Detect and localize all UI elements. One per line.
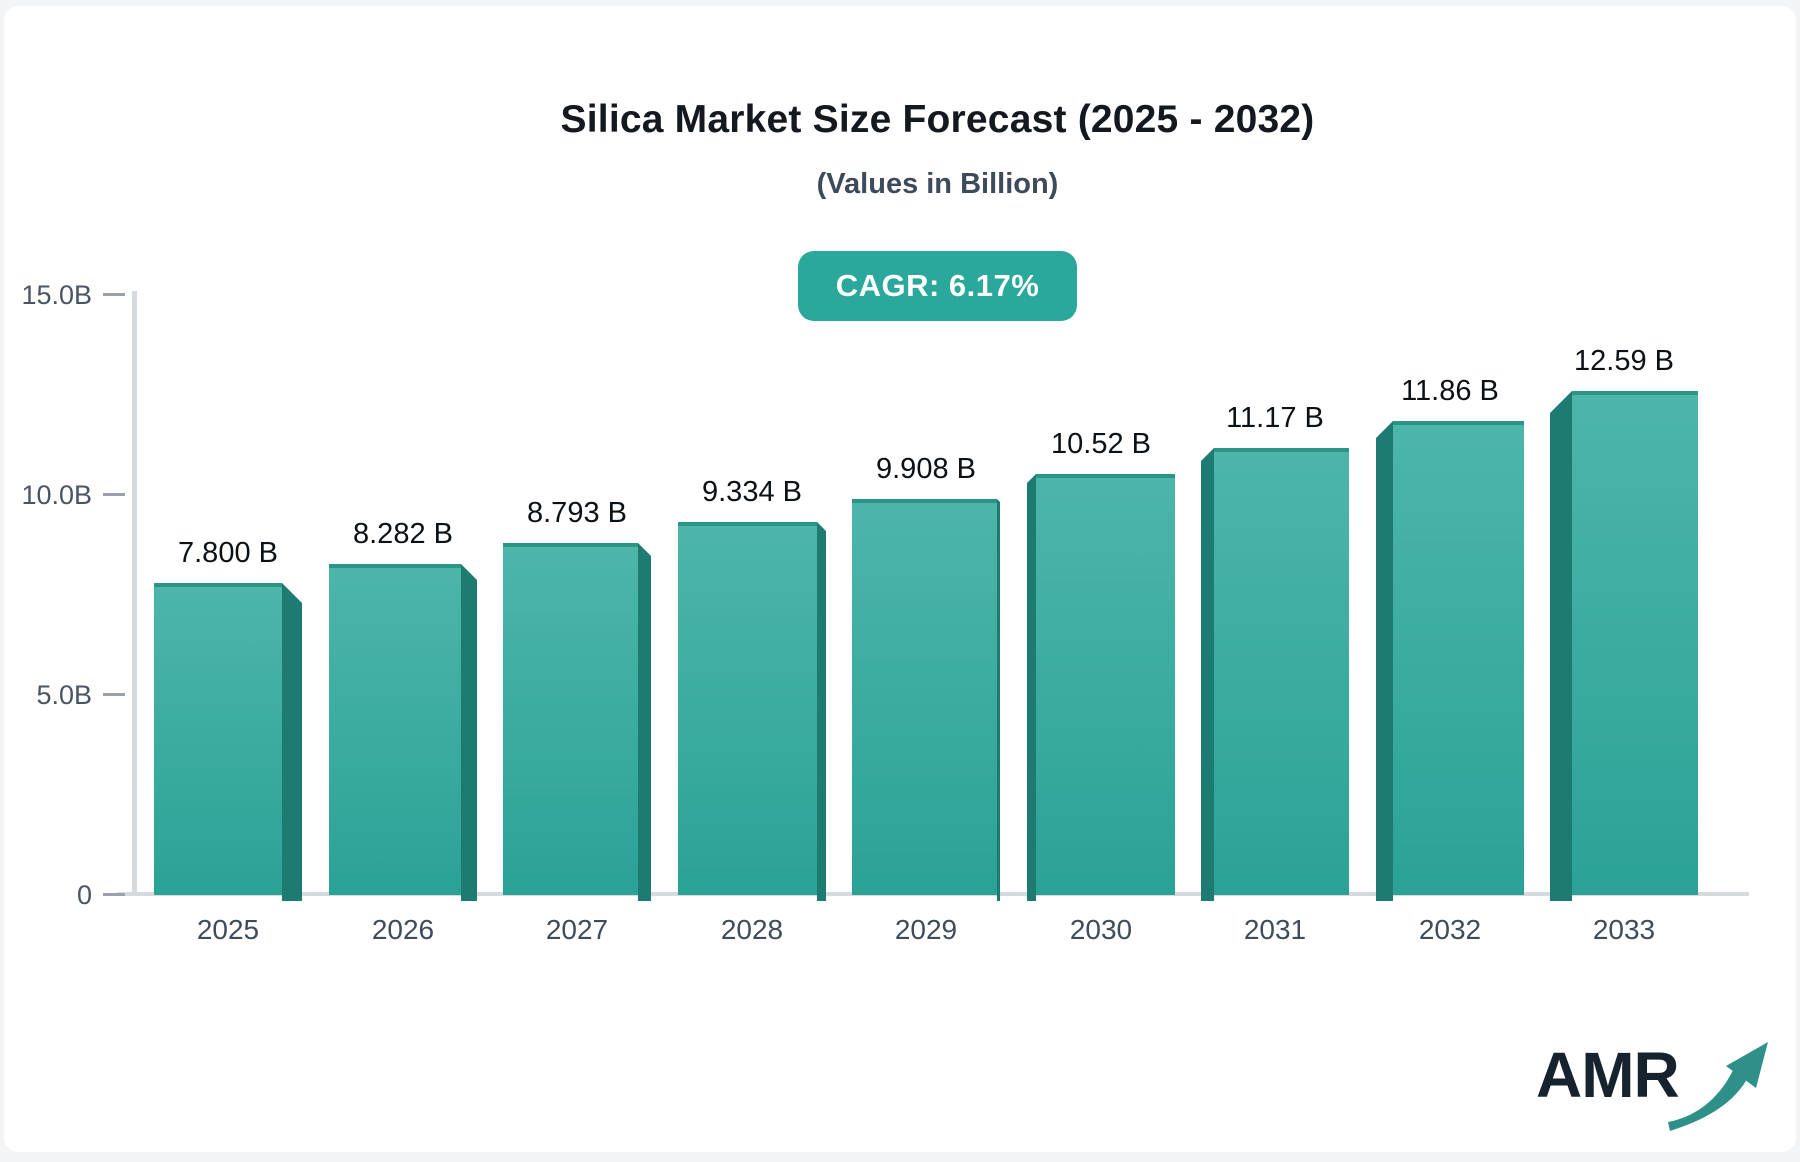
bar-side-face <box>1201 448 1214 901</box>
bar-side-face <box>1376 421 1393 901</box>
x-axis-label: 2033 <box>1592 914 1656 945</box>
bar <box>852 499 997 895</box>
bar <box>1393 421 1524 895</box>
y-axis-tick-label: 15.0B <box>21 280 92 310</box>
x-axis-label: 2030 <box>1069 914 1133 945</box>
bar-side-face <box>282 583 302 901</box>
bar <box>329 564 461 895</box>
bar <box>1214 448 1349 895</box>
x-axis-label: 2028 <box>720 914 784 945</box>
bar-value-label: 8.793 B <box>527 497 627 529</box>
chart-card: Silica Market Size Forecast (2025 - 2032… <box>4 6 1796 1152</box>
y-axis-tick-label: 0 <box>76 880 92 910</box>
chart-title: Silica Market Size Forecast (2025 - 2032… <box>560 98 1315 141</box>
x-axis-label: 2029 <box>894 914 958 945</box>
chart-subtitle: (Values in Billion) <box>816 168 1059 200</box>
cagr-badge: CAGR: 6.17% <box>797 251 1078 321</box>
bar-value-label: 9.334 B <box>702 476 802 508</box>
bar-value-label: 7.800 B <box>178 537 278 569</box>
amr-logo: AMR <box>1536 1038 1796 1138</box>
x-axis-label: 2032 <box>1418 914 1482 945</box>
y-axis-tick-label: 5.0B <box>36 680 92 710</box>
y-axis-line <box>132 291 137 895</box>
amr-logo-text: AMR <box>1536 1039 1680 1111</box>
y-axis-tick <box>103 493 125 496</box>
bar-value-label: 8.282 B <box>353 518 453 550</box>
x-axis-line <box>117 892 1749 896</box>
bar-side-face <box>1027 474 1036 901</box>
bar-side-face <box>461 564 477 901</box>
y-axis-tick <box>103 893 125 896</box>
bar-side-face <box>997 499 1000 901</box>
bar <box>1036 474 1175 895</box>
bar-value-label: 12.59 B <box>1574 345 1674 377</box>
x-axis-label: 2025 <box>196 914 260 945</box>
bar <box>1572 391 1698 895</box>
bar <box>678 522 817 895</box>
bar-side-face <box>1550 391 1572 901</box>
bar-side-face <box>638 543 651 901</box>
bar <box>503 543 638 895</box>
chart-header: Silica Market Size Forecast (2025 - 2032… <box>134 6 1741 321</box>
bar-side-face <box>817 522 826 901</box>
bar-value-label: 11.86 B <box>1401 375 1499 407</box>
bar-value-label: 11.17 B <box>1226 402 1324 434</box>
bar-value-label: 10.52 B <box>1051 428 1151 460</box>
x-axis-label: 2027 <box>545 914 609 945</box>
growth-arrow-icon <box>1668 1042 1768 1131</box>
bar-value-label: 9.908 B <box>876 453 976 485</box>
y-axis-tick <box>103 693 125 696</box>
x-axis-label: 2031 <box>1243 914 1307 945</box>
y-axis-tick <box>103 293 125 296</box>
bar <box>154 583 282 895</box>
x-axis-label: 2026 <box>371 914 435 945</box>
y-axis-tick-label: 10.0B <box>21 480 92 510</box>
